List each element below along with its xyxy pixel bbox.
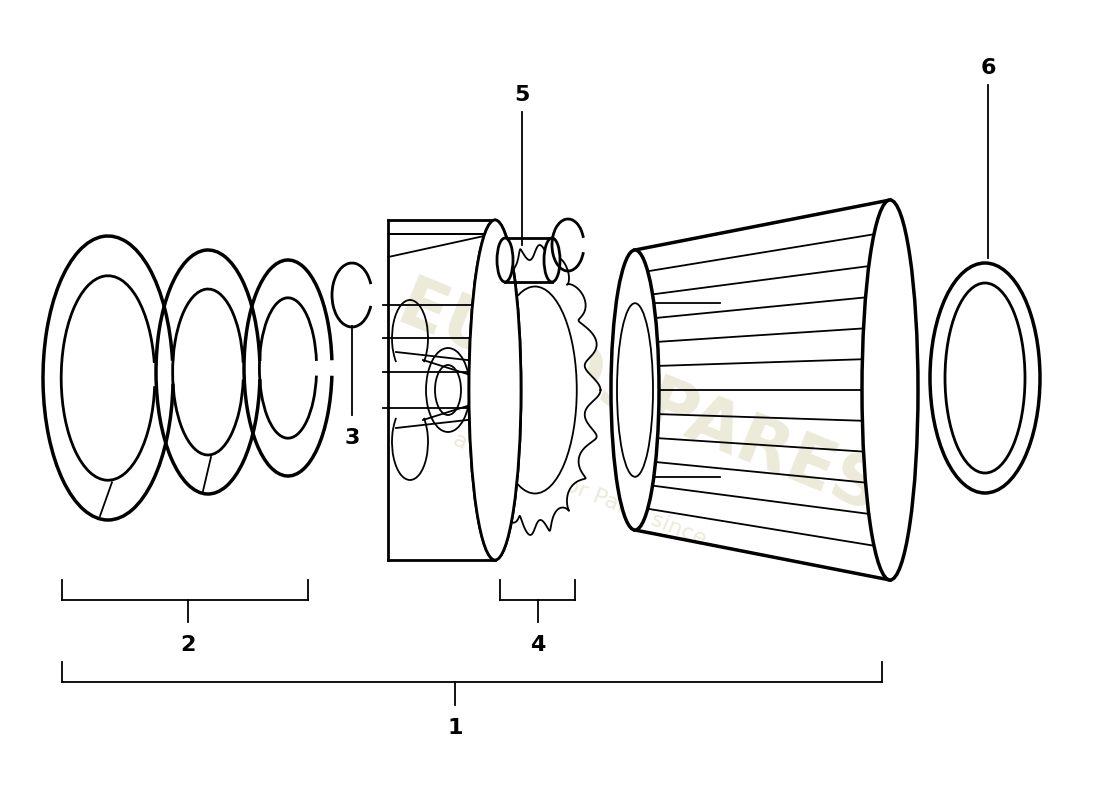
Ellipse shape	[469, 220, 521, 560]
Text: 5: 5	[515, 85, 530, 105]
Ellipse shape	[493, 286, 576, 494]
Polygon shape	[470, 245, 601, 535]
Ellipse shape	[610, 250, 659, 530]
Ellipse shape	[544, 238, 560, 282]
Ellipse shape	[862, 200, 918, 580]
Text: EUROSPARES: EUROSPARES	[388, 272, 892, 528]
Text: 1: 1	[448, 718, 463, 738]
Text: 3: 3	[344, 428, 360, 448]
Text: a passion for Parts since: a passion for Parts since	[450, 430, 710, 550]
Ellipse shape	[469, 220, 521, 560]
Text: 2: 2	[180, 635, 196, 655]
Text: 6: 6	[980, 58, 996, 78]
Text: 4: 4	[530, 635, 546, 655]
Ellipse shape	[930, 263, 1040, 493]
Ellipse shape	[497, 238, 513, 282]
